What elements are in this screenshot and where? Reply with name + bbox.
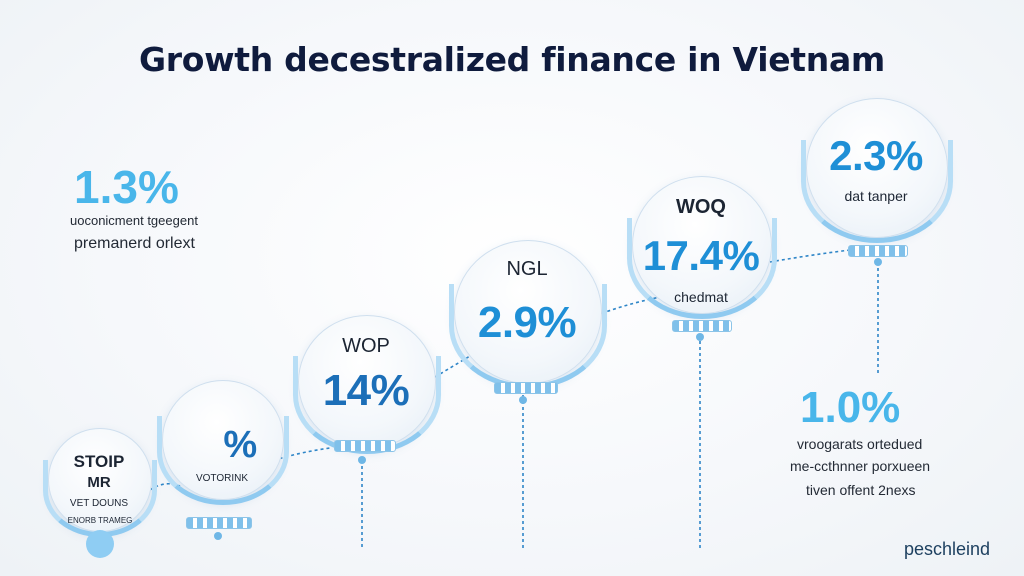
balloon-5-knob <box>696 333 704 341</box>
balloon-1-caption: VET DOUNS <box>69 498 129 509</box>
balloon-4-label: NGL <box>506 258 548 280</box>
balloon-2-caption: VOTORINK <box>195 473 249 484</box>
right-note-line1: vroogarats ortedued <box>797 436 923 452</box>
connector-3-4 <box>429 355 471 381</box>
right-note-line3: tiven offent 2nexs <box>806 482 916 498</box>
left-note-line1: uoconicment tgeegent <box>70 213 198 228</box>
balloon-5-caption: chedmat <box>674 289 728 305</box>
right-note-value: 1.0% <box>800 383 901 432</box>
balloon-5-value: 17.4% <box>642 232 760 279</box>
balloon-3-label: WOP <box>342 335 390 357</box>
balloon-6-value: 2.3% <box>829 132 923 179</box>
balloon-2-basket <box>186 517 252 529</box>
brand-logo-text: peschleind <box>903 539 990 559</box>
page-title: Growth decestralized finance in Vietnam <box>138 40 886 79</box>
ground-marker <box>86 530 114 558</box>
left-note-value: 1.3% <box>74 161 179 213</box>
balloon-6-basket <box>848 245 908 257</box>
balloon-3-knob <box>358 456 366 464</box>
balloon-3-basket <box>334 440 396 452</box>
balloon-5-label: WOQ <box>676 196 726 218</box>
connector-1-2 <box>149 482 181 491</box>
balloon-3-value: 14% <box>322 366 410 415</box>
balloon-2-value: % <box>223 424 257 466</box>
balloon-5-basket <box>672 320 732 332</box>
balloon-1-label: STOIP <box>73 452 125 471</box>
balloon-1-caption2: ENORB TRAMEG <box>67 516 133 525</box>
balloon-2-knob <box>214 532 222 540</box>
right-note-line2: me-ccthnner porxueen <box>790 458 931 474</box>
balloon-4-basket <box>494 382 558 394</box>
balloon-1-value: MR <box>87 474 111 491</box>
balloon-6-knob <box>874 258 882 266</box>
balloon-4-knob <box>519 396 527 404</box>
connector-5-6 <box>769 249 851 263</box>
balloon-6-caption: dat tanper <box>844 188 908 204</box>
left-note-line2: premanerd orlext <box>74 235 195 252</box>
balloon-4-value: 2.9% <box>477 298 577 347</box>
